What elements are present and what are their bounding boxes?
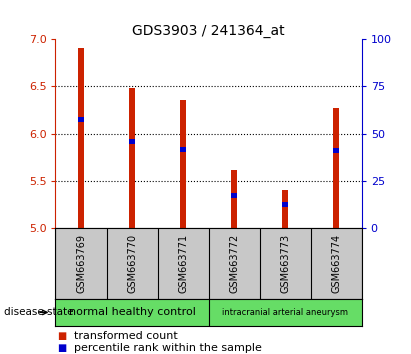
Text: normal healthy control: normal healthy control bbox=[69, 307, 196, 318]
Text: GSM663773: GSM663773 bbox=[280, 234, 290, 293]
Text: GSM663771: GSM663771 bbox=[178, 234, 188, 293]
Text: GSM663772: GSM663772 bbox=[229, 234, 239, 293]
Bar bbox=[180, 147, 186, 152]
Text: ■: ■ bbox=[58, 331, 67, 341]
Bar bbox=[231, 193, 237, 198]
Bar bbox=[282, 190, 288, 228]
Bar bbox=[129, 139, 135, 144]
Text: GSM663770: GSM663770 bbox=[127, 234, 137, 293]
Text: transformed count: transformed count bbox=[74, 331, 178, 341]
Bar bbox=[282, 202, 288, 207]
Text: disease state: disease state bbox=[4, 307, 74, 318]
Text: GSM663769: GSM663769 bbox=[76, 234, 86, 293]
Bar bbox=[78, 117, 84, 122]
Title: GDS3903 / 241364_at: GDS3903 / 241364_at bbox=[132, 24, 285, 38]
Text: percentile rank within the sample: percentile rank within the sample bbox=[74, 343, 262, 353]
Bar bbox=[333, 108, 339, 228]
Bar bbox=[333, 148, 339, 153]
Text: GSM663774: GSM663774 bbox=[331, 234, 341, 293]
Bar bbox=[78, 48, 84, 228]
Bar bbox=[129, 88, 135, 228]
Bar bbox=[231, 170, 237, 228]
Bar bbox=[180, 101, 186, 228]
Text: intracranial arterial aneurysm: intracranial arterial aneurysm bbox=[222, 308, 348, 317]
Text: ■: ■ bbox=[58, 343, 67, 353]
